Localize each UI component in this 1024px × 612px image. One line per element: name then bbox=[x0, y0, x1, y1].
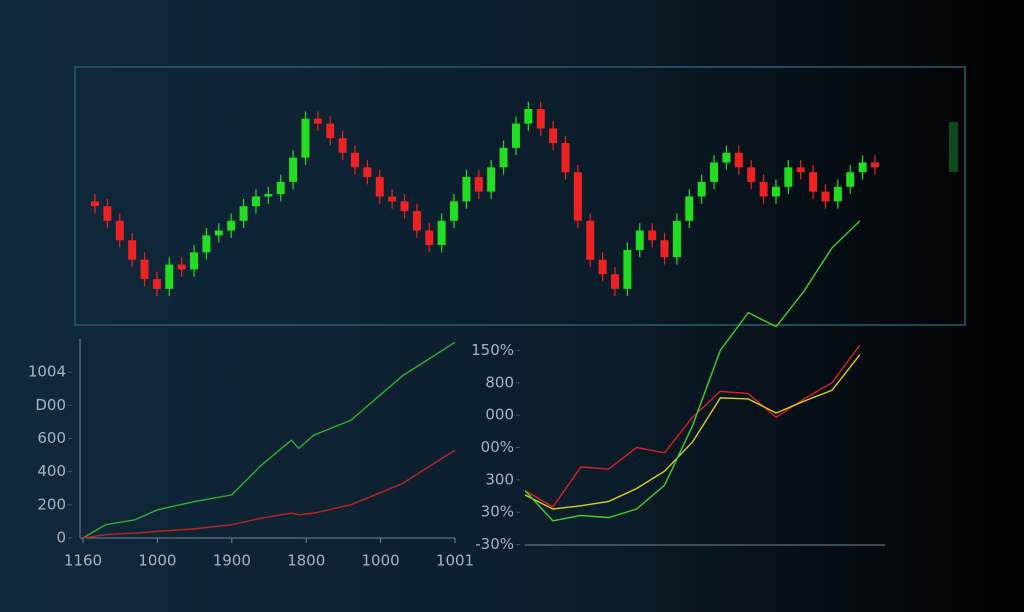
y-tick-label: -30% bbox=[475, 535, 514, 553]
candle-body bbox=[103, 206, 112, 221]
candle-body bbox=[412, 211, 421, 231]
candle-body bbox=[759, 181, 768, 197]
candle-body bbox=[549, 128, 558, 144]
candle-body bbox=[165, 264, 174, 289]
x-tick-label: 1000 bbox=[138, 552, 176, 570]
candle-body bbox=[276, 181, 285, 195]
series-line bbox=[524, 344, 861, 508]
candle-body bbox=[313, 118, 322, 124]
candle-body bbox=[264, 194, 273, 197]
candle-body bbox=[437, 220, 446, 246]
candle-body bbox=[858, 162, 867, 173]
candle-body bbox=[734, 152, 743, 168]
candle-body bbox=[375, 177, 384, 197]
y-tick-label: 30% bbox=[481, 503, 514, 521]
candle-body bbox=[747, 167, 756, 182]
candle-body bbox=[301, 118, 310, 158]
candle-body bbox=[796, 167, 805, 173]
candle-body bbox=[833, 186, 842, 202]
candle-body bbox=[660, 240, 669, 258]
candle-body bbox=[190, 252, 199, 270]
y-tick-label: 200 bbox=[37, 495, 66, 513]
candle-body bbox=[809, 172, 818, 192]
series-line bbox=[82, 449, 456, 539]
candle-body bbox=[363, 167, 372, 178]
candle-body bbox=[326, 123, 335, 139]
candle-body bbox=[648, 230, 657, 241]
candle-body bbox=[474, 177, 483, 192]
candle-body bbox=[177, 264, 186, 270]
candle-body bbox=[871, 162, 879, 168]
candle-body bbox=[152, 279, 161, 289]
candle-body bbox=[388, 196, 397, 202]
candle-body bbox=[351, 152, 359, 168]
candle-body bbox=[511, 123, 520, 148]
candle-body bbox=[685, 196, 694, 221]
candle-body bbox=[598, 259, 607, 275]
candle-body bbox=[128, 240, 137, 260]
x-tick-label: 1001 bbox=[436, 552, 474, 570]
candle-body bbox=[697, 181, 706, 197]
candle-body bbox=[462, 177, 471, 202]
y-tick-label: 300 bbox=[485, 470, 514, 488]
candle-body bbox=[239, 206, 248, 221]
candle-body bbox=[227, 220, 236, 231]
candle-body bbox=[487, 167, 496, 192]
candle-body bbox=[771, 186, 780, 197]
candle-body bbox=[846, 172, 855, 187]
candle-body bbox=[425, 230, 434, 246]
candle-body bbox=[784, 167, 793, 187]
candle-body bbox=[536, 109, 545, 129]
y-tick-label: 600 bbox=[37, 429, 66, 447]
y-tick-label: D00 bbox=[35, 396, 66, 414]
candle-body bbox=[524, 109, 533, 124]
x-tick-label: 1000 bbox=[362, 552, 400, 570]
candle-body bbox=[214, 230, 223, 236]
candle-body bbox=[586, 220, 595, 260]
y-tick-label: 000 bbox=[485, 406, 514, 424]
series-line bbox=[82, 341, 456, 539]
x-tick-label: 1900 bbox=[213, 552, 251, 570]
candle-body bbox=[400, 201, 409, 212]
candle-body bbox=[623, 249, 632, 289]
y-tick-label: 00% bbox=[481, 438, 514, 456]
candle-body bbox=[573, 172, 582, 221]
y-tick-label: 150% bbox=[471, 341, 514, 359]
candle-body bbox=[251, 196, 260, 207]
candle-body bbox=[722, 152, 731, 163]
candle-body bbox=[91, 201, 99, 207]
candle-body bbox=[338, 138, 347, 153]
candle-body bbox=[561, 143, 570, 173]
decoration bbox=[949, 122, 958, 172]
candle-body bbox=[821, 191, 830, 202]
candle-body bbox=[202, 235, 211, 253]
candle-body bbox=[611, 274, 619, 289]
y-tick-label: 0 bbox=[56, 529, 66, 547]
candle-frame bbox=[74, 66, 966, 326]
candle-body bbox=[289, 157, 298, 182]
x-tick-label: 1160 bbox=[64, 552, 102, 570]
y-tick-label: 800 bbox=[485, 373, 514, 391]
candle-body bbox=[672, 220, 681, 258]
candle-body bbox=[115, 220, 124, 241]
candle-body bbox=[710, 162, 719, 182]
x-tick-label: 1800 bbox=[287, 552, 325, 570]
series-line bbox=[524, 220, 861, 522]
y-tick-label: 400 bbox=[37, 462, 66, 480]
y-tick-label: 1004 bbox=[28, 363, 66, 381]
candle-body bbox=[499, 147, 508, 168]
candle-body bbox=[140, 259, 149, 280]
candle-body bbox=[635, 230, 644, 250]
series-line bbox=[524, 354, 861, 510]
candle-body bbox=[450, 201, 459, 221]
